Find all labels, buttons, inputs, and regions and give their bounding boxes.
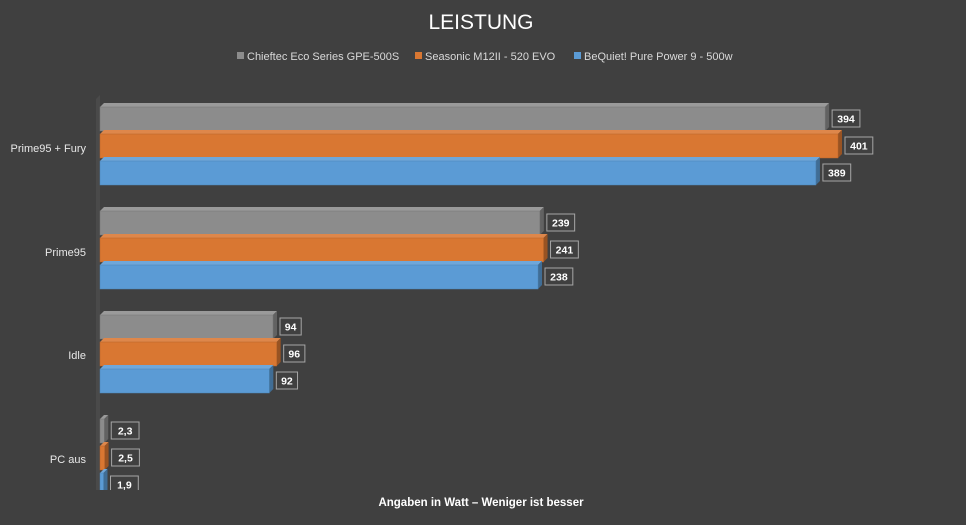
bar-front-face [99, 264, 539, 290]
data-label: 239 [552, 218, 570, 230]
data-label: 389 [828, 168, 846, 180]
data-label-box [844, 136, 874, 155]
bar: 389 [99, 157, 852, 186]
bar-front-face [99, 368, 270, 394]
data-label-box [822, 163, 852, 182]
bar-front-face [99, 237, 544, 263]
bar-side-face [539, 207, 544, 235]
plot-area: 394 401 389 239 241 238 94 96 92 2,3 2,5 1,9 [96, 95, 874, 492]
bar-top-face [100, 365, 274, 369]
bar-front-face [99, 472, 104, 490]
bar-side-face [538, 261, 543, 289]
bar-side-face [815, 157, 820, 185]
bar: 401 [99, 130, 874, 159]
legend-swatch [237, 52, 244, 59]
bar: 239 [99, 207, 576, 236]
data-label: 394 [837, 114, 855, 126]
bar-top-face [100, 415, 109, 419]
bar: 2,3 [99, 415, 140, 444]
category-label: Idle [68, 350, 86, 362]
data-label-box [279, 317, 302, 336]
legend-label: Chieftec Eco Series GPE-500S [247, 51, 399, 63]
plot-wall [96, 95, 100, 490]
data-label-box [550, 240, 579, 259]
data-label-box [546, 213, 576, 232]
bar-front-face [99, 445, 105, 471]
bar: 92 [99, 365, 299, 394]
legend-item: Chieftec Eco Series GPE-500S [237, 51, 399, 63]
bar-top-face [100, 261, 543, 265]
bar-front-face [99, 341, 277, 367]
data-label: 92 [281, 376, 293, 388]
bar-side-face [276, 338, 281, 366]
chart-title: LEISTUNG [428, 11, 533, 34]
bar-side-face [543, 234, 548, 262]
bar-top-face [100, 442, 109, 446]
bar-front-face [99, 210, 541, 236]
category-label: Prime95 [45, 247, 86, 259]
data-label: 94 [285, 322, 297, 334]
bar-side-face [104, 415, 109, 443]
bar-top-face [100, 338, 281, 342]
bar-top-face [100, 311, 277, 315]
legend-swatch [415, 52, 422, 59]
data-label-box [831, 109, 861, 128]
x-axis-label: Angaben in Watt – Weniger ist besser [378, 497, 584, 509]
bar-top-face [100, 130, 842, 134]
legend: Chieftec Eco Series GPE-500S Seasonic M12… [237, 51, 733, 63]
data-label-box [110, 421, 140, 440]
bar-front-face [99, 133, 839, 159]
bar-front-face [99, 418, 105, 444]
category-axis: Prime95 + Fury Prime95 Idle PC aus [11, 143, 87, 466]
data-label: 241 [556, 245, 574, 257]
data-label: 238 [550, 272, 568, 284]
bar: 1,9 [99, 469, 139, 492]
bar-side-face [269, 365, 274, 393]
legend-swatch [574, 52, 581, 59]
bar-front-face [99, 314, 274, 340]
legend-label: BeQuiet! Pure Power 9 - 500w [584, 51, 733, 63]
data-label: 401 [850, 141, 868, 153]
data-label-box [109, 475, 139, 490]
bar: 394 [99, 103, 861, 132]
bar-side-face [103, 469, 108, 490]
bar-side-face [272, 311, 277, 339]
data-label-box [283, 344, 306, 363]
bar: 238 [99, 261, 574, 290]
legend-item: BeQuiet! Pure Power 9 - 500w [574, 51, 733, 63]
legend-item: Seasonic M12II - 520 EVO [415, 51, 556, 63]
bar: 241 [99, 234, 579, 263]
data-label: 2,3 [118, 426, 133, 438]
bar-front-face [99, 106, 826, 132]
bar: 96 [99, 338, 306, 367]
bar: 2,5 [99, 442, 140, 471]
bar-top-face [100, 103, 830, 107]
bar: 94 [99, 311, 302, 340]
category-label: PC aus [50, 454, 87, 466]
data-label: 96 [288, 349, 300, 361]
bar-side-face [838, 130, 842, 158]
bar-side-face [104, 442, 109, 470]
data-label: 1,9 [117, 480, 132, 492]
bar-top-face [100, 157, 820, 161]
bar-side-face [825, 103, 830, 131]
data-label-box [544, 267, 574, 286]
legend-label: Seasonic M12II - 520 EVO [425, 51, 556, 63]
category-label: Prime95 + Fury [11, 143, 87, 155]
bar-top-face [100, 469, 108, 473]
data-label-box [111, 448, 140, 467]
bar-top-face [100, 234, 548, 238]
data-label-box [275, 371, 299, 390]
bar-front-face [99, 160, 817, 186]
data-label: 2,5 [118, 453, 133, 465]
bar-top-face [100, 207, 544, 211]
